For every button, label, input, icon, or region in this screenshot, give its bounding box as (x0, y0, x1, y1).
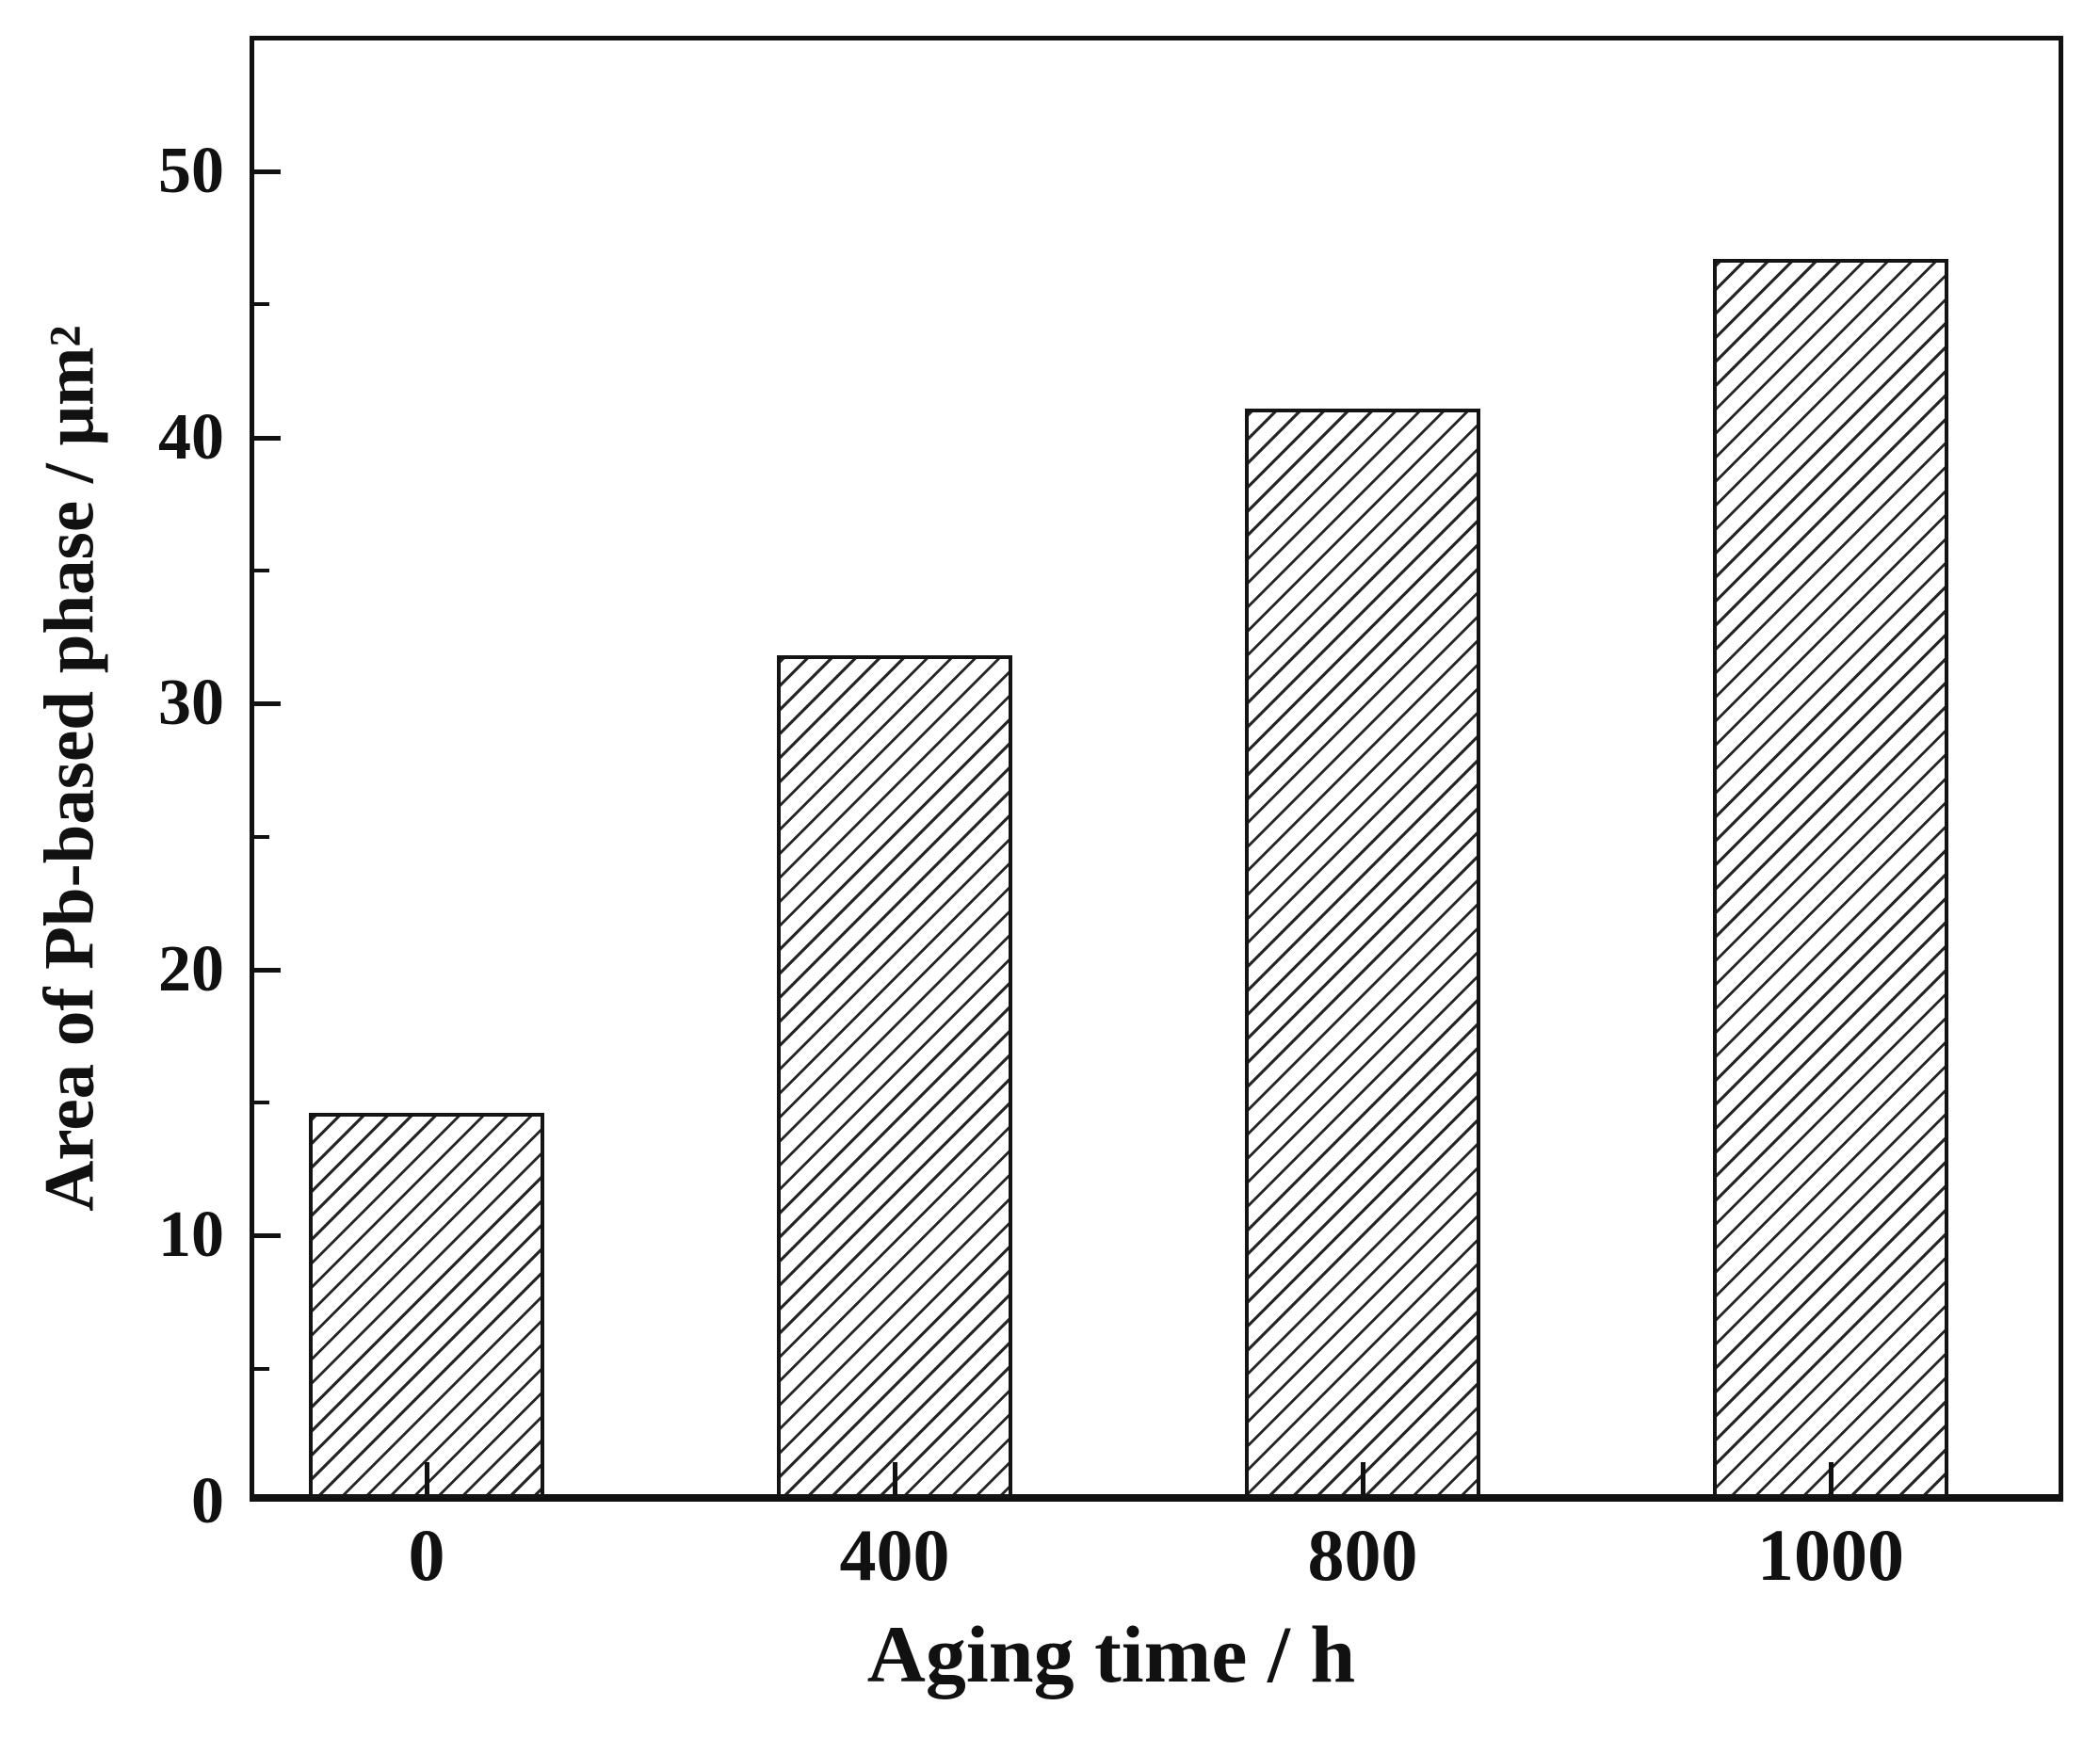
y-tick-label: 50 (158, 135, 224, 208)
y-minor-tick (254, 568, 269, 572)
y-major-tick (254, 169, 281, 175)
y-axis-label-text: Area of Pb-based phase / μm (30, 346, 109, 1212)
bar (1713, 259, 1948, 1498)
x-tick (1361, 1462, 1365, 1494)
bar (777, 655, 1012, 1498)
y-minor-tick (254, 302, 269, 307)
bar (309, 1113, 544, 1498)
x-tick (893, 1462, 897, 1494)
x-tick-label: 0 (408, 1514, 445, 1596)
y-tick-label: 30 (158, 667, 224, 740)
x-tick (425, 1462, 429, 1494)
x-axis-label: Aging time / h (866, 1609, 1356, 1699)
y-minor-tick (254, 1101, 269, 1105)
y-tick-label: 0 (191, 1465, 224, 1537)
y-major-tick (254, 435, 281, 441)
y-axis-label: Area of Pb-based phase / μm2 (31, 325, 109, 1212)
y-minor-tick (254, 834, 269, 839)
y-tick-label: 40 (158, 400, 224, 474)
y-major-tick (254, 701, 281, 707)
y-tick-label: 20 (158, 932, 224, 1006)
y-tick-label: 10 (158, 1199, 224, 1272)
y-major-tick (254, 967, 281, 973)
bar (1245, 408, 1480, 1498)
x-tick-label: 800 (1307, 1514, 1418, 1596)
y-minor-tick (254, 1366, 269, 1371)
x-tick-label: 1000 (1757, 1514, 1904, 1596)
x-tick-label: 400 (839, 1514, 950, 1596)
y-major-tick (254, 1233, 281, 1239)
x-tick (1829, 1462, 1833, 1494)
y-axis-label-superscript: 2 (41, 325, 90, 347)
